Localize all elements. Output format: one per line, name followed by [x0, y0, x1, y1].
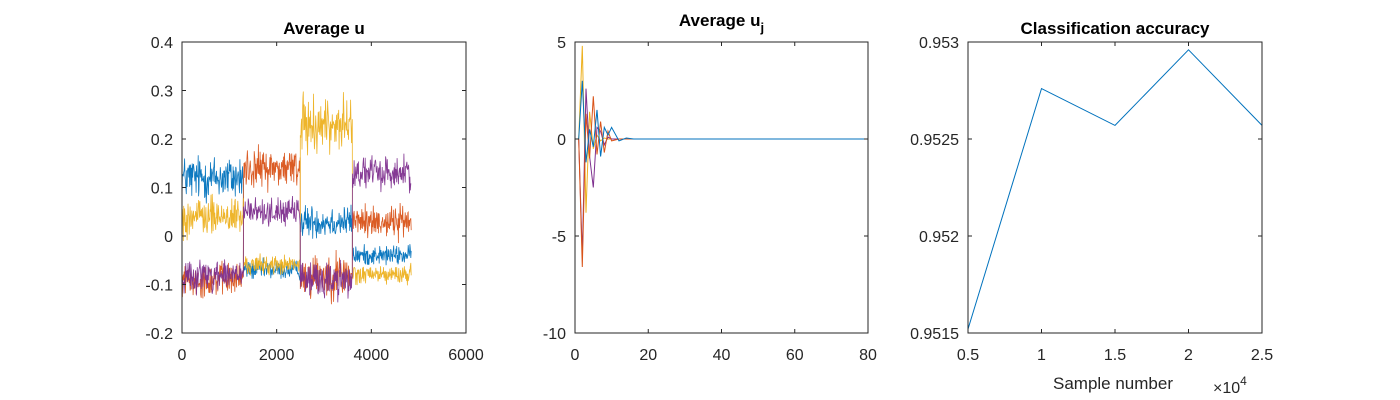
plot-frame — [967, 41, 1263, 334]
chart-title-main: Average u — [679, 11, 761, 30]
y-tick-label: 0 — [557, 132, 566, 149]
chart-classification-accuracy: 0.5 1 1.5 2 2.5 0.9515 0.952 0.9525 0.953 Classi… — [910, 19, 1273, 397]
series-line-purple — [578, 88, 868, 256]
series-line-blue — [182, 155, 412, 281]
series-line-blue — [968, 49, 1262, 330]
series-line-blue — [578, 80, 868, 163]
y-tick-label: 5 — [557, 35, 566, 52]
chart-title: Average u — [283, 19, 365, 38]
tick-marks: 0 20 40 60 80 -10 -5 0 5 — [543, 35, 877, 364]
y-tick-label: -0.1 — [145, 278, 173, 295]
x-axis-label: Sample number — [1053, 374, 1173, 393]
x-tick-label: 20 — [639, 347, 657, 364]
x-tick-label: 1.5 — [1104, 347, 1126, 364]
chart-title-subscript: j — [759, 20, 764, 35]
x-tick-label: 6000 — [448, 347, 484, 364]
y-tick-label: 0.953 — [919, 35, 959, 52]
y-tick-label: 0.4 — [151, 35, 173, 52]
y-tick-label: 0.9515 — [910, 326, 959, 343]
series-line-yellow — [182, 91, 412, 286]
x-tick-label: 0 — [571, 347, 580, 364]
x-tick-label: 0 — [178, 347, 187, 364]
series-line-purple — [182, 153, 412, 303]
plot-frame — [574, 41, 869, 334]
y-tick-label: 0 — [164, 229, 173, 246]
y-tick-label: 0.9525 — [910, 132, 959, 149]
x-tick-label: 1 — [1037, 347, 1046, 364]
series-line-yellow — [578, 45, 868, 213]
x-axis-exponent-base: ×10 — [1213, 380, 1240, 397]
x-tick-label: 40 — [713, 347, 731, 364]
series-line-orange — [578, 96, 868, 268]
y-tick-label: -10 — [543, 326, 566, 343]
x-tick-label: 0.5 — [957, 347, 979, 364]
chart-title: Average uj — [679, 11, 764, 35]
y-tick-label: 0.2 — [151, 132, 173, 149]
series-marks — [968, 49, 1262, 330]
x-axis-exponent-power: 4 — [1240, 374, 1247, 388]
chart-average-uj: 0 20 40 60 80 -10 -5 0 5 Average uj — [543, 11, 877, 364]
x-axis-exponent: ×104 — [1213, 374, 1247, 397]
x-tick-label: 4000 — [354, 347, 390, 364]
y-tick-label: 0.3 — [151, 84, 173, 101]
y-tick-label: 0.1 — [151, 181, 173, 198]
x-tick-label: 2 — [1184, 347, 1193, 364]
y-tick-label: 0.952 — [919, 229, 959, 246]
y-tick-label: -5 — [552, 229, 566, 246]
tick-marks: 0 2000 4000 6000 -0.2 -0.1 0 0.1 0.2 0.3 0.4 — [145, 35, 483, 364]
x-tick-label: 2.5 — [1251, 347, 1273, 364]
x-tick-label: 80 — [859, 347, 877, 364]
series-marks — [578, 45, 868, 268]
x-tick-label: 60 — [786, 347, 804, 364]
y-tick-label: -0.2 — [145, 326, 173, 343]
tick-marks: 0.5 1 1.5 2 2.5 0.9515 0.952 0.9525 0.953 — [910, 35, 1273, 364]
chart-average-u: 0 2000 4000 6000 -0.2 -0.1 0 0.1 0.2 0.3 0.4 Avera… — [145, 19, 483, 364]
x-tick-label: 2000 — [259, 347, 295, 364]
chart-title: Classification accuracy — [1021, 19, 1211, 38]
series-marks — [182, 91, 412, 305]
